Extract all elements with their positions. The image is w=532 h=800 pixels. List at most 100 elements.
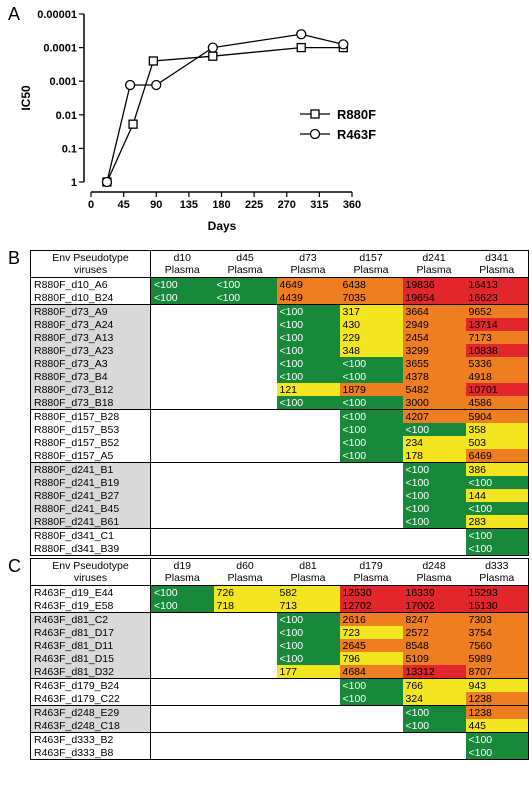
ic50-cell: <100 (276, 304, 340, 318)
ic50-cell: 3754 (465, 626, 529, 639)
ic50-cell: 723 (339, 626, 403, 639)
ic50-cell: 3000 (402, 396, 466, 410)
table-row: R463F_d333_B8 <100 (30, 746, 529, 760)
virus-name: R880F_d10_A6 (30, 277, 151, 291)
ic50-cell (340, 542, 403, 556)
ic50-cell (214, 665, 277, 679)
ic50-cell: 796 (339, 652, 403, 665)
ic50-cell (214, 383, 277, 396)
ic50-cell: 7035 (339, 291, 403, 305)
column-header: d241 Plasma (402, 250, 466, 278)
ic50-cell: 15130 (465, 599, 529, 613)
ic50-cell: 121 (276, 383, 340, 396)
ic50-cell: 1238 (465, 705, 529, 719)
ic50-cell (214, 423, 277, 436)
virus-name: R880F_d73_A3 (30, 357, 151, 370)
ic50-cell (277, 515, 340, 529)
ic50-cell: <100 (339, 692, 403, 706)
column-header: d81 Plasma (276, 558, 340, 586)
virus-name: R880F_d241_B19 (30, 476, 151, 489)
table-row: R463F_d81_D32 177 4684 13312 8707 (30, 665, 529, 679)
table-row: R880F_d241_B27 <100 144 (30, 489, 529, 502)
ic50-cell (150, 612, 214, 626)
series-line (106, 33, 344, 183)
virus-name: R880F_d73_A13 (30, 331, 151, 344)
ic50-cell (151, 652, 214, 665)
table-row: R880F_d241_B19 <100 <100 (30, 476, 529, 489)
ic50-cell (151, 436, 214, 449)
ic50-cell (150, 732, 214, 746)
x-tick-label: 360 (343, 199, 361, 211)
ic50-cell: <100 (339, 370, 403, 383)
ic50-cell (340, 719, 403, 733)
ic50-cell: 6438 (339, 277, 403, 291)
ic50-cell: 13312 (402, 665, 466, 679)
ic50-cell: 582 (276, 585, 340, 599)
ic50-cell: <100 (213, 277, 277, 291)
ic50-cell: <100 (150, 277, 214, 291)
legend-label: R880F (337, 107, 376, 122)
ic50-cell (151, 383, 214, 396)
ic50-cell: <100 (402, 705, 466, 719)
ic50-cell (151, 476, 214, 489)
column-header: d10 Plasma (150, 250, 214, 278)
ic50-cell: <100 (276, 639, 340, 652)
ic50-cell: 324 (402, 692, 466, 706)
ic50-cell (151, 626, 214, 639)
ic50-cell (213, 612, 277, 626)
table-row: R463F_d248_C18 <100 445 (30, 719, 529, 733)
ic50-cell (277, 489, 340, 502)
ic50-cell: <100 (402, 423, 466, 436)
ic50-cell (214, 436, 277, 449)
ic50-cell: <100 (465, 542, 529, 556)
ic50-cell: 7303 (465, 612, 529, 626)
y-tick-label: 0.0001 (43, 43, 77, 55)
ic50-cell: 2949 (402, 318, 466, 331)
ic50-cell (403, 746, 466, 760)
table-row: R880F_d241_B61 <100 283 (30, 515, 529, 529)
virus-name: R880F_d73_A24 (30, 318, 151, 331)
table-row: R463F_d179_B24 <100 766 943 (30, 678, 529, 692)
column-header: d73 Plasma (276, 250, 340, 278)
ic50-cell: <100 (150, 291, 214, 305)
table-row: R880F_d157_B53 <100 <100 358 (30, 423, 529, 436)
ic50-cell: 348 (339, 344, 403, 357)
table-row: R880F_d73_A24 <100 430 2949 13714 (30, 318, 529, 331)
ic50-cell (214, 476, 277, 489)
ic50-cell: 9652 (465, 304, 529, 318)
legend-label: R463F (337, 127, 376, 142)
series-line (106, 46, 344, 183)
ic50-cell: <100 (276, 396, 340, 410)
virus-name: R463F_d81_C2 (30, 612, 151, 626)
ic50-cell (339, 732, 403, 746)
column-header: d45 Plasma (213, 250, 277, 278)
legend-marker (310, 109, 320, 119)
ic50-cell: 283 (465, 515, 529, 529)
panel-label: C (8, 556, 21, 576)
table-row: R880F_d241_B45 <100 <100 (30, 502, 529, 515)
ic50-cell (214, 652, 277, 665)
ic50-cell: 177 (276, 665, 340, 679)
virus-name: R463F_d81_D11 (30, 639, 151, 652)
virus-name: R463F_d179_B24 (30, 678, 151, 692)
marker (208, 51, 218, 61)
data-table: Env Pseudotype viruses d10 Plasma d45 Plas… (30, 250, 529, 556)
ic50-cell (214, 331, 277, 344)
ic50-cell: 19654 (402, 291, 466, 305)
column-header: d179 Plasma (339, 558, 403, 586)
table-row: R463F_d19_E58 <100 718 713 12702 17002 15130 (30, 599, 529, 613)
x-tick-label: 45 (118, 199, 130, 211)
ic50-cell (213, 528, 277, 542)
chart: A Days IC50 1 0.1 0.01 0.001 0.0001 0.00001 0 4… (8, 4, 376, 233)
ic50-cell: <100 (339, 396, 403, 410)
table-row: R463F_d81_C2 <100 2616 8247 7303 (30, 612, 529, 626)
ic50-cell: 4918 (465, 370, 529, 383)
ic50-cell (150, 304, 214, 318)
data-table: Env Pseudotype viruses d19 Plasma d60 Plas… (30, 558, 529, 760)
table-row: R880F_d157_B28 <100 4207 5904 (30, 409, 529, 423)
virus-name: R463F_d179_C22 (30, 692, 151, 706)
virus-name: R463F_d81_D15 (30, 652, 151, 665)
ic50-cell: <100 (465, 502, 529, 515)
virus-name: R463F_d248_C18 (30, 719, 151, 733)
